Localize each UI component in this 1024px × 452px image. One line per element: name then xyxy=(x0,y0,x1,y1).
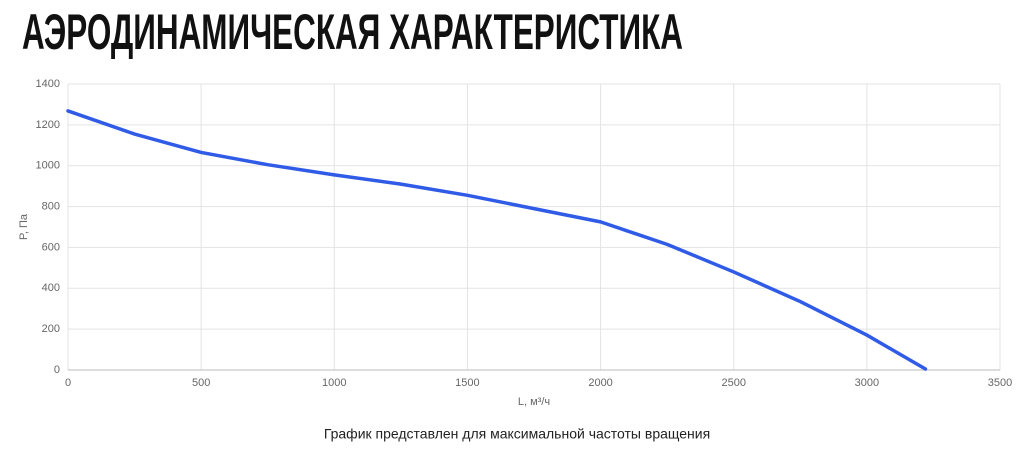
caption: График представлен для максимальной част… xyxy=(324,426,710,442)
y-tick-label: 600 xyxy=(42,241,60,253)
line-series xyxy=(66,109,928,371)
y-tick-label: 1200 xyxy=(36,119,60,131)
y-tick-label: 200 xyxy=(42,323,60,335)
y-axis-label: P, Па xyxy=(18,213,30,240)
y-tick-label: 1000 xyxy=(36,160,60,172)
x-tick-label: 1000 xyxy=(322,377,346,389)
x-tick-label: 500 xyxy=(192,377,210,389)
y-tick-label: 1400 xyxy=(36,78,60,90)
x-tick-label: 1500 xyxy=(455,377,479,389)
y-tick-label: 800 xyxy=(42,200,60,212)
x-tick-label: 0 xyxy=(65,377,71,389)
x-tick-label: 3500 xyxy=(988,377,1012,389)
y-tick-label: 0 xyxy=(54,364,60,376)
x-tick-label: 3000 xyxy=(855,377,879,389)
page-title: АЭРОДИНАМИЧЕСКАЯ ХАРАКТЕРИСТИКА xyxy=(22,4,683,60)
x-tick-label: 2500 xyxy=(721,377,745,389)
x-tick-label: 2000 xyxy=(588,377,612,389)
y-tick-label: 400 xyxy=(42,282,60,294)
x-axis-label: L, м³/ч xyxy=(518,396,550,408)
